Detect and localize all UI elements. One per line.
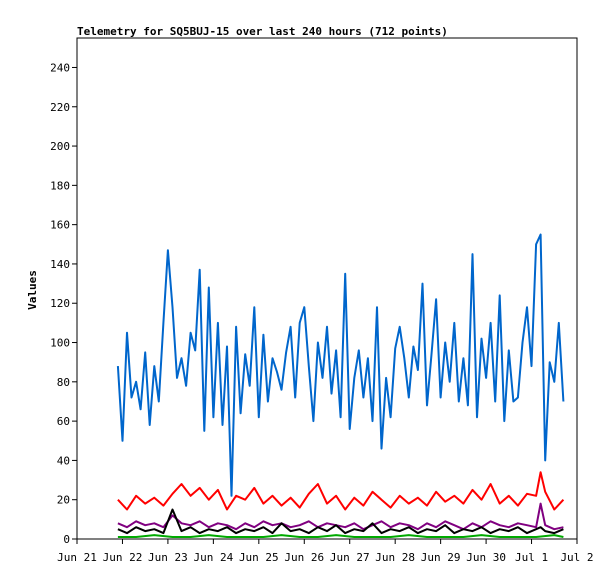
x-tick-label: Jun 22: [103, 551, 143, 564]
series-line-3: [117, 502, 564, 531]
y-tick-label: 20: [57, 494, 70, 507]
y-tick-label: 140: [50, 258, 70, 271]
x-tick-label: Jun 29: [421, 551, 461, 564]
y-tick-label: 220: [50, 101, 70, 114]
x-tick-label: Jul 2: [560, 551, 593, 564]
series-line-5: [117, 534, 564, 538]
y-axis-label: Values: [26, 270, 39, 310]
series-layer: [116, 233, 565, 538]
y-tick-label: 160: [50, 219, 70, 232]
series-line-4: [117, 508, 564, 535]
series-line-1: [116, 233, 565, 497]
x-tick-label: Jun 28: [375, 551, 415, 564]
x-tick-label: Jun 21: [57, 551, 97, 564]
y-tick-label: 80: [57, 376, 70, 389]
x-tick-label: Jun 23: [148, 551, 188, 564]
y-tick-label: 120: [50, 297, 70, 310]
series-line-2: [117, 471, 565, 511]
x-tick-label: Jun 30: [466, 551, 506, 564]
x-tick-label: Jun 26: [284, 551, 324, 564]
y-tick-label: 60: [57, 415, 70, 428]
x-tick-label: Jul 1: [515, 551, 548, 564]
chart-title: Telemetry for SQ5BUJ-15 over last 240 ho…: [77, 25, 448, 38]
x-tick-label: Jun 27: [330, 551, 370, 564]
y-tick-label: 0: [63, 533, 70, 546]
y-tick-label: 240: [50, 61, 70, 74]
y-tick-label: 100: [50, 337, 70, 350]
y-tick-label: 180: [50, 179, 70, 192]
plot-frame: [76, 37, 578, 540]
x-tick-label: Jun 25: [239, 551, 279, 564]
x-axis: Jun 21 Jun 22 Jun 23 Jun 24 Jun 25 Jun 26 Jun …: [57, 539, 594, 564]
x-tick-label: Jun 24: [193, 551, 233, 564]
y-axis: 0 20 40 60 80 100 120 140 160 180 200 220 240: [50, 61, 77, 546]
y-tick-label: 200: [50, 140, 70, 153]
y-tick-label: 40: [57, 454, 70, 467]
